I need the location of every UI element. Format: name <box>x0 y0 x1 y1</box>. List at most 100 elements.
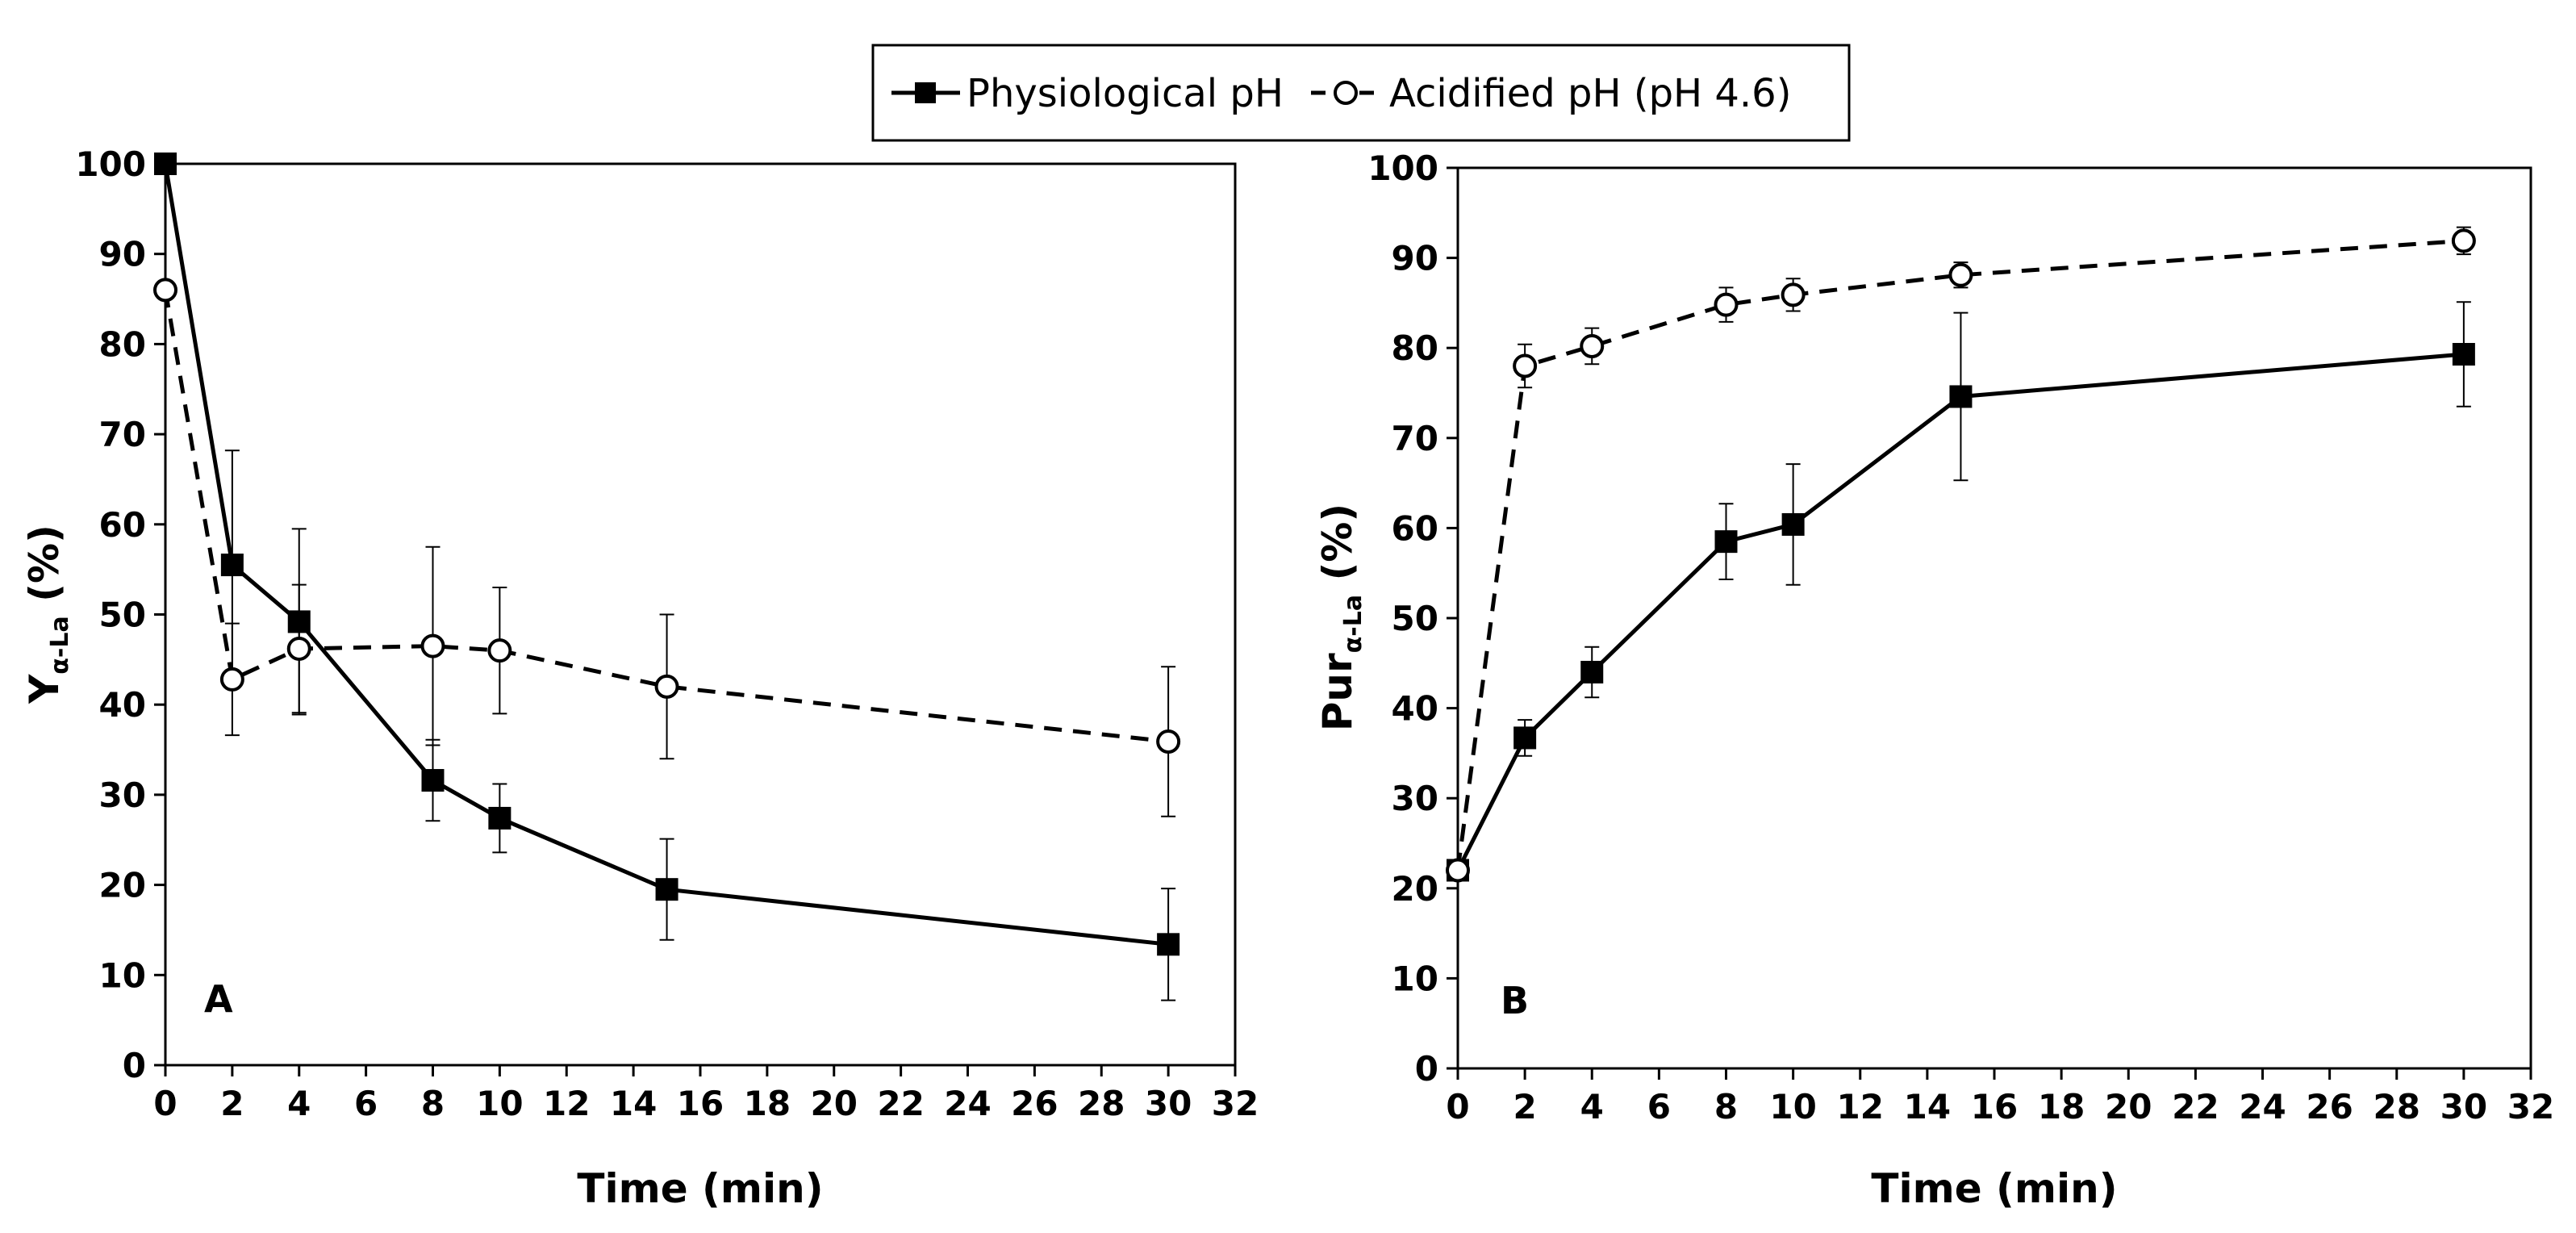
x-tick-label-b-8: 16 <box>1971 1087 2018 1126</box>
ticks-a: 0 2 4 6 8 10 12 14 16 18 20 22 24 26 28 30 3201020304050… <box>75 144 1259 1123</box>
y-tick-label-b-2: 20 <box>1392 869 1438 909</box>
x-tick-label-b-4: 8 <box>1714 1087 1738 1126</box>
x-tick-label-b-12: 24 <box>2239 1087 2286 1126</box>
x-tick-label-a-9: 18 <box>744 1084 791 1123</box>
marker-b-1-1 <box>1513 353 1538 378</box>
x-tick-label-a-14: 28 <box>1078 1084 1125 1123</box>
x-tick-label-a-10: 20 <box>811 1084 858 1123</box>
legend-label-acidified: Acidified pH (pH 4.6) <box>1389 71 1791 116</box>
marker-b-1-5 <box>1948 262 1973 287</box>
y-tick-label-a-3: 30 <box>99 775 146 815</box>
panel-a: 0 2 4 6 8 10 12 14 16 18 20 22 24 26 28 30 3201020304050… <box>21 144 1259 1212</box>
y-axis-label-b-sub: α-La <box>1339 595 1367 653</box>
x-tick-label-a-8: 16 <box>677 1084 724 1123</box>
y-axis-label-b-suffix: (%) <box>1314 504 1361 595</box>
y-tick-label-b-7: 70 <box>1392 419 1438 458</box>
marker-b-0-4 <box>1781 512 1805 536</box>
marker-a-0-2 <box>287 610 311 633</box>
panel-b: 0 2 4 6 8 10 12 14 16 18 20 22 24 26 28 30 3201020304050… <box>1314 148 2554 1212</box>
y-tick-label-b-5: 50 <box>1392 599 1438 638</box>
y-tick-label-b-9: 90 <box>1392 239 1438 278</box>
marker-b-0-6 <box>2452 343 2475 366</box>
marker-a-0-4 <box>488 806 511 830</box>
y-tick-label-b-3: 30 <box>1392 779 1438 818</box>
x-tick-label-a-5: 10 <box>476 1084 523 1123</box>
marker-b-1-0 <box>1446 858 1470 883</box>
y-tick-label-a-9: 90 <box>99 235 146 274</box>
x-tick-label-b-9: 18 <box>2038 1087 2085 1126</box>
x-tick-label-a-4: 8 <box>421 1084 445 1123</box>
y-tick-label-a-7: 70 <box>99 415 146 454</box>
legend: Physiological pH Acidified pH (pH 4.6) <box>871 44 1851 142</box>
y-tick-label-b-10: 100 <box>1367 148 1438 188</box>
y-axis-label-a-suffix: (%) <box>21 525 68 616</box>
markers-a <box>153 153 1181 956</box>
y-tick-label-a-10: 100 <box>75 144 146 184</box>
plot-area-b <box>1456 166 2532 1070</box>
x-tick-label-b-7: 14 <box>1904 1087 1951 1126</box>
y-axis-label-a: Yα-La (%) <box>21 525 74 704</box>
x-tick-label-b-2: 4 <box>1580 1087 1604 1126</box>
y-axis-label-b: Purα-La (%) <box>1314 504 1367 732</box>
x-tick-label-a-13: 26 <box>1011 1084 1058 1123</box>
x-axis-label-a: Time (min) <box>577 1165 823 1212</box>
x-tick-label-b-0: 0 <box>1446 1087 1469 1126</box>
y-tick-label-b-8: 80 <box>1392 328 1438 368</box>
marker-a-1-6 <box>1156 729 1181 754</box>
x-axis-label-b: Time (min) <box>1871 1165 2117 1212</box>
marker-a-1-2 <box>286 636 311 661</box>
y-tick-label-b-1: 10 <box>1392 959 1438 998</box>
y-tick-label-a-2: 20 <box>99 866 146 905</box>
marker-a-1-1 <box>219 667 244 692</box>
y-tick-label-b-4: 40 <box>1392 689 1438 729</box>
x-tick-label-a-16: 32 <box>1212 1084 1259 1123</box>
x-tick-label-a-3: 6 <box>354 1084 378 1123</box>
marker-b-1-4 <box>1781 282 1806 307</box>
x-tick-label-b-16: 32 <box>2507 1087 2554 1126</box>
marker-b-0-1 <box>1513 726 1537 750</box>
y-axis-label-a-sub: α-La <box>46 616 74 674</box>
marker-b-1-6 <box>2451 228 2476 253</box>
marker-b-1-2 <box>1580 333 1605 358</box>
x-tick-label-b-13: 26 <box>2306 1087 2353 1126</box>
marker-a-1-3 <box>420 633 445 658</box>
x-tick-label-a-2: 4 <box>287 1084 311 1123</box>
x-tick-label-a-7: 14 <box>610 1084 657 1123</box>
y-tick-label-a-5: 50 <box>99 596 146 635</box>
x-tick-label-b-1: 2 <box>1513 1087 1537 1126</box>
x-tick-label-a-15: 30 <box>1145 1084 1192 1123</box>
marker-a-0-5 <box>655 878 678 901</box>
marker-b-0-2 <box>1580 660 1604 683</box>
x-tick-label-a-11: 22 <box>877 1084 924 1123</box>
y-tick-label-a-8: 80 <box>99 324 146 364</box>
marker-a-1-4 <box>487 638 512 663</box>
y-axis-label-a-main: Y <box>21 674 68 704</box>
series-line-a-0 <box>163 163 1169 947</box>
x-tick-label-a-6: 12 <box>543 1084 590 1123</box>
marker-a-0-1 <box>220 554 244 577</box>
x-tick-label-b-3: 6 <box>1647 1087 1671 1126</box>
marker-a-1-0 <box>153 278 177 303</box>
x-tick-label-a-1: 2 <box>220 1084 244 1123</box>
markers-b <box>1446 228 2476 883</box>
marker-b-0-3 <box>1714 530 1738 554</box>
marker-b-1-3 <box>1714 292 1739 317</box>
y-tick-label-b-0: 0 <box>1415 1049 1438 1089</box>
legend-marker-acidified <box>1334 81 1358 105</box>
marker-a-0-0 <box>154 153 177 175</box>
marker-b-0-5 <box>1949 385 1973 408</box>
x-tick-label-a-0: 0 <box>153 1084 177 1123</box>
y-tick-label-a-4: 40 <box>99 685 146 725</box>
x-tick-label-b-14: 28 <box>2374 1087 2420 1126</box>
x-tick-label-b-10: 20 <box>2105 1087 2152 1126</box>
marker-a-0-3 <box>421 769 445 792</box>
y-tick-label-a-0: 0 <box>123 1046 146 1085</box>
marker-a-0-6 <box>1157 933 1180 956</box>
plot-area-a <box>164 162 1237 1067</box>
y-tick-label-a-6: 60 <box>99 505 146 545</box>
error-bars-b <box>1518 226 2471 757</box>
x-tick-label-a-12: 24 <box>944 1084 991 1123</box>
legend-marker-physiological <box>915 82 936 103</box>
x-tick-label-b-6: 12 <box>1837 1087 1884 1126</box>
